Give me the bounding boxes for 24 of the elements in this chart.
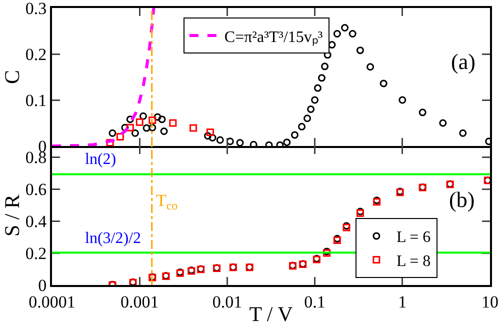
x-tick-label: 1 [398,292,407,312]
y-tick-label: 0.2 [25,244,47,263]
y-axis-title: S / R [0,194,24,237]
x-tick-label: 0.0001 [28,292,76,312]
y-tick-label: 0.1 [25,90,47,110]
legend-label: C=π²a³T³/15vₚ³ [224,28,323,46]
ref-line-label: T$_{co}$ [156,191,178,213]
x-tick-label: 10 [482,292,498,312]
legend-label: L = 6 [396,229,431,246]
y-tick-label: 0.6 [25,180,47,200]
y-tick-label: 0.3 [25,0,47,18]
annotation: (a) [451,49,476,74]
y-tick-label: 0.2 [25,44,47,64]
x-tick-label: 0.01 [212,292,242,312]
legend-label: L = 8 [396,252,431,270]
y-tick-label: 0 [38,276,47,295]
x-tick-label: 0.1 [304,292,326,312]
y-tick-label: 0.4 [25,212,48,232]
x-axis-title: T / V [249,302,293,326]
ref-line-label: ln(2) [85,151,116,168]
annotation: (b) [449,187,475,212]
y-axis-title: C [0,70,24,84]
x-tick-label: 0.001 [120,292,159,312]
ref-line-label: ln(3/2)/2 [85,230,141,247]
